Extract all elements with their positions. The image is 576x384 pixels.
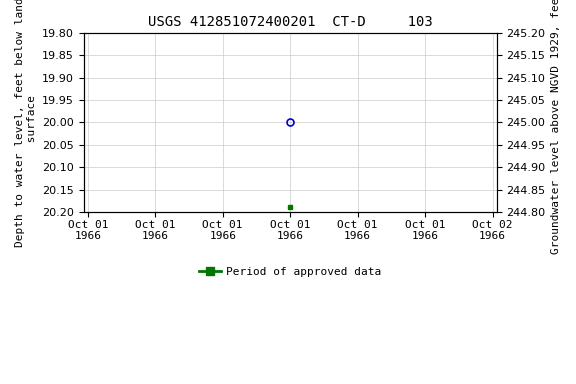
Y-axis label: Depth to water level, feet below land
 surface: Depth to water level, feet below land su… bbox=[15, 0, 37, 247]
Y-axis label: Groundwater level above NGVD 1929, feet: Groundwater level above NGVD 1929, feet bbox=[551, 0, 561, 254]
Title: USGS 412851072400201  CT-D     103: USGS 412851072400201 CT-D 103 bbox=[148, 15, 433, 29]
Legend: Period of approved data: Period of approved data bbox=[194, 263, 386, 281]
